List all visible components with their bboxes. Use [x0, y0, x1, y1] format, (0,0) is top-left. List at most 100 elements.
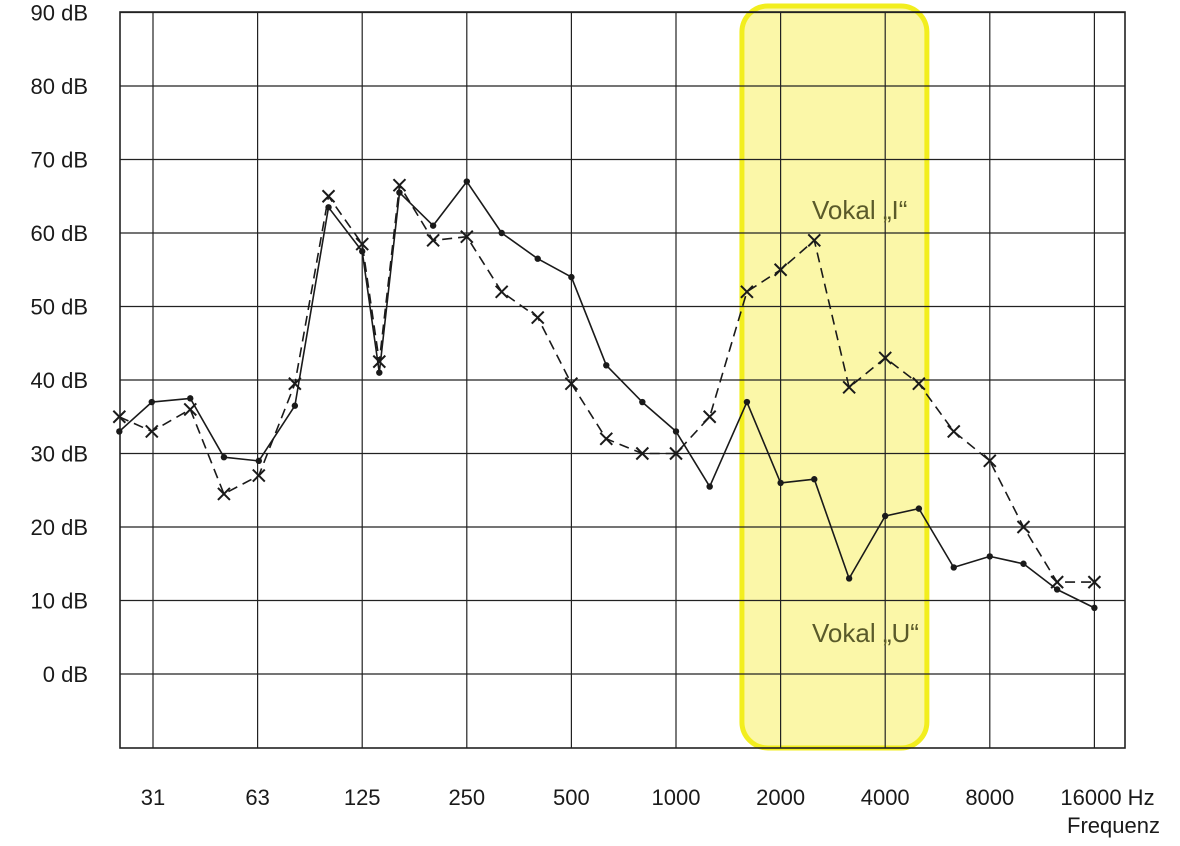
y-tick-label: 90 dB	[31, 1, 89, 26]
data-point-x-marker	[912, 376, 926, 391]
y-tick-label: 50 dB	[31, 295, 89, 320]
data-point-x-marker	[842, 380, 856, 395]
data-point-dot	[672, 428, 680, 435]
data-point-x-marker	[702, 410, 717, 424]
data-point-x-marker	[145, 424, 159, 439]
data-point-x-marker	[878, 351, 892, 365]
x-marker-stroke	[494, 285, 509, 299]
data-point-dot	[950, 564, 957, 571]
data-point-dot	[498, 229, 505, 237]
data-point-dot	[603, 362, 610, 369]
x-marker-stroke	[112, 410, 127, 424]
x-marker-stroke	[288, 376, 302, 391]
x-tick-label: 125	[344, 785, 381, 810]
x-marker-stroke	[878, 351, 892, 365]
markers-layer	[112, 178, 1102, 612]
x-marker-stroke	[1087, 575, 1102, 589]
x-marker-stroke	[1050, 575, 1064, 589]
x-tick-label: 8000	[965, 785, 1014, 810]
x-tick-label: 1000	[652, 785, 701, 810]
x-marker-stroke	[702, 410, 717, 424]
data-point-x-marker	[217, 487, 231, 501]
y-tick-label: 20 dB	[31, 515, 89, 540]
data-point-x-marker	[947, 424, 961, 439]
grid-layer	[119, 11, 1126, 749]
y-tick-label: 40 dB	[31, 368, 89, 393]
annotation-vokal-i: Vokal „I“	[812, 195, 907, 225]
x-tick-label: 500	[553, 785, 590, 810]
data-point-dot	[116, 428, 123, 435]
data-point-dot	[568, 273, 575, 281]
y-tick-label: 0 dB	[43, 662, 88, 687]
data-point-x-marker	[460, 229, 474, 244]
x-marker-stroke	[947, 424, 961, 439]
x-tick-label: 2000	[756, 785, 805, 810]
data-point-dot	[915, 505, 923, 512]
x-tick-label: 4000	[861, 785, 910, 810]
x-marker-stroke	[321, 189, 336, 203]
data-point-x-marker	[112, 410, 127, 424]
x-marker-stroke	[669, 446, 683, 461]
data-point-x-marker	[1087, 575, 1102, 589]
data-point-x-marker	[669, 446, 683, 461]
data-point-x-marker	[983, 454, 997, 468]
data-point-x-marker	[564, 376, 579, 391]
data-point-dot	[743, 398, 751, 406]
x-marker-stroke	[252, 468, 266, 483]
data-point-x-marker	[355, 237, 369, 251]
y-tick-label: 80 dB	[31, 74, 89, 99]
annotation-vokal-u: Vokal „U“	[812, 618, 919, 648]
data-point-dot	[359, 248, 366, 255]
x-marker-stroke	[217, 487, 231, 501]
y-tick-label: 10 dB	[31, 589, 89, 614]
data-point-dot	[639, 398, 646, 406]
data-point-dot	[429, 222, 437, 229]
data-point-x-marker	[807, 233, 821, 248]
data-point-x-marker	[599, 432, 613, 446]
data-point-x-marker	[1016, 520, 1031, 534]
x-tick-label: 63	[245, 785, 269, 810]
tick-labels-layer: 0 dB 10 dB 20 dB 30 dB 40 dB 50 dB 60 dB 70 dB 8…	[31, 1, 1155, 811]
data-point-dot	[187, 395, 194, 402]
x-marker-stroke	[145, 424, 159, 439]
data-point-dot	[291, 402, 299, 409]
data-point-dot	[325, 204, 332, 211]
data-point-x-marker	[1050, 575, 1064, 589]
data-point-dot	[1091, 604, 1098, 612]
x-marker-stroke	[183, 402, 197, 417]
data-point-dot	[777, 479, 784, 487]
data-point-dot	[882, 512, 889, 520]
series-line-vokal-u	[118, 180, 1095, 609]
x-marker-stroke	[355, 237, 369, 251]
data-point-dot	[845, 575, 853, 582]
data-point-dot	[255, 457, 263, 465]
x-marker-stroke	[531, 310, 545, 325]
data-point-dot	[1053, 586, 1061, 593]
y-tick-label: 30 dB	[31, 442, 89, 467]
data-point-dot	[376, 369, 383, 376]
data-point-x-marker	[531, 310, 545, 325]
data-point-x-marker	[372, 354, 387, 369]
x-marker-stroke	[599, 432, 613, 446]
data-point-x-marker	[288, 376, 302, 391]
data-point-dot	[811, 476, 818, 483]
x-axis-label: Frequenz	[1067, 813, 1160, 838]
x-marker-stroke	[564, 376, 579, 391]
x-marker-stroke	[372, 354, 387, 369]
data-point-x-marker	[773, 263, 788, 277]
x-tick-label: 16000 Hz	[1060, 785, 1154, 810]
x-marker-stroke	[392, 178, 407, 192]
data-point-x-marker	[426, 233, 440, 248]
x-tick-label: 31	[141, 785, 165, 810]
y-tick-label: 70 dB	[31, 148, 89, 173]
series-line-vokal-i	[118, 184, 1095, 583]
data-point-x-marker	[183, 402, 197, 417]
data-point-x-marker	[252, 468, 266, 483]
data-point-dot	[220, 453, 228, 461]
data-point-x-marker	[321, 189, 336, 203]
x-marker-stroke	[635, 446, 650, 461]
data-point-x-marker	[392, 178, 407, 192]
x-marker-stroke	[1016, 520, 1031, 534]
data-point-dot	[1020, 560, 1027, 567]
